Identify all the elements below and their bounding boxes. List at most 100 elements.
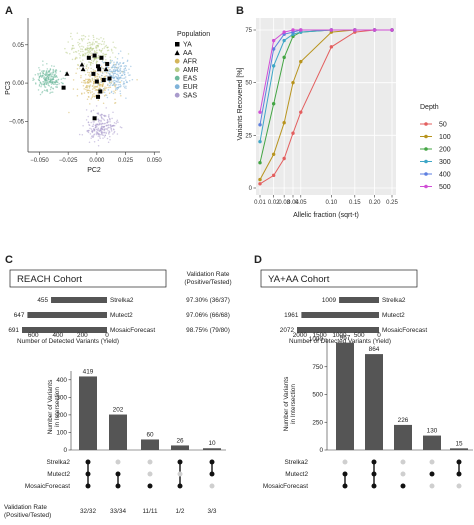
pca-point-afr bbox=[96, 73, 99, 75]
intersection-bar-value: 130 bbox=[427, 428, 438, 435]
pca-point-ya bbox=[101, 78, 106, 83]
pca-point-amr bbox=[86, 42, 89, 45]
pca-point-eur bbox=[130, 65, 132, 68]
pca-point-afr bbox=[94, 87, 96, 89]
matrix-dot-filled bbox=[342, 483, 348, 489]
yield-bar bbox=[339, 297, 379, 303]
pca-point-amr bbox=[88, 51, 91, 54]
pca-point-eur bbox=[108, 74, 111, 76]
pca-point-amr bbox=[92, 34, 94, 37]
pca-point-amr bbox=[91, 78, 94, 80]
recovery-point-depth-500 bbox=[282, 30, 286, 34]
pca-point-eas bbox=[34, 74, 37, 76]
pca-point-sas bbox=[106, 121, 109, 123]
pca-point-sas bbox=[90, 130, 93, 133]
pca-point-eur bbox=[119, 92, 122, 95]
pca-point-amr bbox=[83, 38, 85, 40]
ya-aa-yield-label: Number of Detected Variants (Yield) bbox=[289, 338, 391, 345]
pca-point-eur bbox=[110, 91, 113, 94]
pca-point-amr bbox=[105, 44, 108, 47]
pca-x-tick-label: 0.000 bbox=[89, 158, 105, 164]
pca-point-sas bbox=[96, 112, 98, 115]
pca-point-afr bbox=[100, 66, 103, 68]
pca-point-eur bbox=[125, 65, 128, 67]
pca-point-sas bbox=[112, 128, 115, 130]
pca-point-eas bbox=[52, 87, 54, 89]
pca-point-sas bbox=[97, 139, 100, 142]
pca-point-eur bbox=[101, 67, 104, 69]
pca-point-eur bbox=[102, 61, 105, 64]
pca-point-eas bbox=[44, 81, 47, 84]
pca-point-eas bbox=[46, 68, 49, 70]
recovery-point-depth-50 bbox=[282, 156, 286, 161]
pca-point-sas bbox=[97, 133, 100, 135]
pca-point-eas bbox=[45, 83, 48, 85]
pca-point-sas bbox=[92, 109, 95, 112]
legend-label-amr: AMR bbox=[183, 67, 199, 74]
validation-rate-header: Validation Rate bbox=[187, 271, 230, 278]
pca-point-eur bbox=[110, 75, 112, 77]
pca-point-sas bbox=[101, 133, 103, 136]
pca-point-sas bbox=[113, 125, 116, 127]
pca-point-eur bbox=[112, 68, 115, 71]
pca-point-eas bbox=[41, 92, 43, 94]
depth-legend-swatch-dot bbox=[424, 172, 428, 176]
intersection-y-tick-label: 250 bbox=[312, 419, 323, 426]
pca-point-sas bbox=[109, 119, 111, 121]
pca-point-sas bbox=[113, 130, 116, 133]
pca-point-sas bbox=[103, 136, 106, 138]
pca-point-afr bbox=[83, 79, 86, 82]
pca-point-amr bbox=[103, 43, 105, 45]
pca-point-sas bbox=[108, 131, 111, 134]
yield-tick-label: 400 bbox=[52, 332, 63, 339]
yield-bar bbox=[22, 327, 107, 333]
pca-point-eur bbox=[117, 81, 119, 83]
pca-point-amr bbox=[92, 62, 94, 65]
pca-point-sas bbox=[102, 122, 104, 125]
pca-point-eur bbox=[100, 74, 103, 77]
pca-point-sas bbox=[90, 135, 93, 138]
pca-point-afr bbox=[104, 86, 106, 88]
pca-point-amr bbox=[88, 61, 91, 63]
pca-point-afr bbox=[97, 92, 99, 94]
pca-point-afr bbox=[108, 66, 110, 69]
pca-point-eas bbox=[43, 83, 46, 85]
pca-point-eur bbox=[123, 77, 126, 79]
pca-point-amr bbox=[103, 41, 106, 43]
pca-point-eas bbox=[41, 70, 43, 72]
pca-point-eur bbox=[112, 92, 115, 95]
pca-point-sas bbox=[88, 123, 90, 126]
pca-point-eas bbox=[33, 78, 35, 81]
pca-point-amr bbox=[100, 51, 103, 53]
validation-rate-value: 97.06% (66/68) bbox=[186, 312, 230, 319]
pca-point-amr bbox=[84, 73, 87, 76]
pca-point-amr bbox=[75, 56, 77, 59]
pca-point-afr bbox=[106, 86, 108, 89]
reach-y-label-1: Number of Variants bbox=[47, 380, 54, 435]
matrix-dot-empty bbox=[400, 459, 406, 465]
pca-point-eas bbox=[39, 93, 42, 96]
pca-point-eas bbox=[56, 83, 59, 86]
pca-point-afr bbox=[102, 89, 105, 92]
pca-point-amr bbox=[96, 60, 99, 63]
matrix-dot-empty bbox=[342, 459, 348, 465]
pca-point-eas bbox=[55, 86, 57, 88]
pca-point-ya bbox=[99, 55, 104, 60]
pca-point-amr bbox=[101, 40, 104, 43]
pca-point-afr bbox=[104, 75, 107, 77]
recovery-x-label: Allelic fraction (sqrt-t) bbox=[293, 212, 359, 219]
intersection-y-tick-label: 750 bbox=[312, 364, 323, 371]
pca-point-amr bbox=[106, 46, 109, 49]
pca-point-eur bbox=[120, 64, 122, 67]
pca-ticks: −0.050 −0.025 0.000 0.025 0.050 0.05 0.00 −0.05 bbox=[9, 43, 163, 164]
pca-point-eas bbox=[52, 72, 54, 74]
pca-point-afr bbox=[136, 79, 138, 81]
pca-point-eur bbox=[117, 76, 120, 79]
yield-bar-value: 455 bbox=[37, 297, 48, 304]
pca-point-afr bbox=[83, 92, 86, 94]
yield-set-label: Strelka2 bbox=[382, 297, 406, 304]
pca-point-eur bbox=[113, 72, 115, 74]
pca-point-eur bbox=[125, 69, 128, 72]
pca-point-sas bbox=[109, 126, 112, 129]
